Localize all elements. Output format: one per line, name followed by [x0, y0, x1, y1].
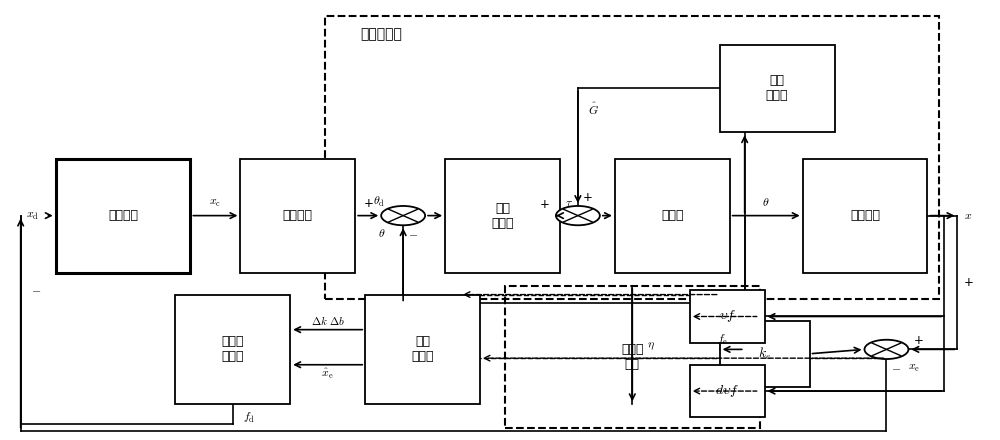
Text: 重力
补偿器: 重力 补偿器 — [766, 74, 788, 103]
Text: $-$: $-$ — [891, 361, 902, 374]
Text: $\theta$: $\theta$ — [378, 227, 385, 240]
Text: $k_e$: $k_e$ — [758, 345, 771, 362]
Bar — [615, 158, 730, 273]
Text: $\tau$: $\tau$ — [565, 196, 573, 209]
Text: +: + — [913, 334, 923, 347]
Text: $\Delta k\ \Delta b$: $\Delta k\ \Delta b$ — [311, 315, 345, 327]
Text: 参数
估计器: 参数 估计器 — [411, 335, 434, 363]
Text: $\upsilon f$: $\upsilon f$ — [719, 308, 736, 324]
Text: $x$: $x$ — [964, 209, 973, 222]
Bar — [240, 158, 355, 273]
Bar — [56, 158, 190, 273]
Circle shape — [556, 206, 600, 225]
Text: 自适应
控制器: 自适应 控制器 — [222, 335, 244, 363]
Text: +: + — [363, 198, 373, 210]
Text: 关节
控制器: 关节 控制器 — [491, 202, 514, 230]
Text: $\eta$: $\eta$ — [647, 338, 655, 352]
Text: 逆运动学: 逆运动学 — [283, 209, 313, 222]
Text: $\hat{x}_\mathrm{e}$: $\hat{x}_\mathrm{e}$ — [321, 367, 334, 381]
Text: $\theta_\mathrm{d}$: $\theta_\mathrm{d}$ — [373, 194, 385, 209]
Bar — [325, 16, 939, 299]
Text: $x_\mathrm{e}$: $x_\mathrm{e}$ — [908, 361, 921, 374]
Text: $x_\mathrm{d}$: $x_\mathrm{d}$ — [26, 209, 39, 222]
Bar — [365, 294, 480, 404]
Text: 模糊调
整器: 模糊调 整器 — [621, 343, 644, 371]
Text: +: + — [963, 276, 973, 289]
Text: $\theta$: $\theta$ — [762, 196, 770, 209]
Circle shape — [864, 340, 908, 359]
Text: 导纳模型: 导纳模型 — [108, 209, 138, 222]
Bar — [720, 321, 810, 387]
Text: $-$: $-$ — [408, 227, 418, 240]
Bar — [505, 286, 760, 429]
Text: $f_\mathrm{e}$: $f_\mathrm{e}$ — [717, 333, 728, 347]
Text: $d\upsilon f$: $d\upsilon f$ — [715, 383, 739, 399]
Bar — [690, 365, 765, 418]
Text: 正运动学: 正运动学 — [850, 209, 880, 222]
Text: +: + — [540, 198, 550, 211]
Text: 机器人: 机器人 — [661, 209, 684, 222]
Circle shape — [381, 206, 425, 225]
Bar — [803, 158, 927, 273]
Bar — [690, 290, 765, 343]
Text: +: + — [583, 191, 593, 204]
Text: $f_\mathrm{d}$: $f_\mathrm{d}$ — [243, 411, 255, 425]
Text: $\hat{G}$: $\hat{G}$ — [588, 102, 599, 118]
Bar — [175, 294, 290, 404]
Text: $x_\mathrm{c}$: $x_\mathrm{c}$ — [209, 196, 221, 209]
Bar — [445, 158, 560, 273]
Text: $-$: $-$ — [31, 284, 41, 297]
Text: 位置控制器: 位置控制器 — [360, 27, 402, 41]
Bar — [720, 44, 835, 132]
